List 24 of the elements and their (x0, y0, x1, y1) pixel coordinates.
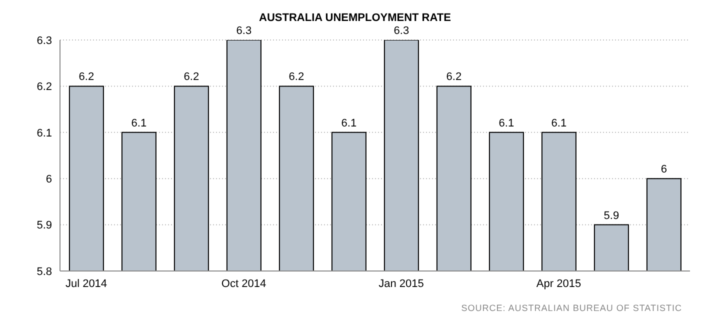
data-label: 6.2 (446, 71, 462, 84)
data-label: 6.2 (78, 71, 94, 84)
y-tick-label: 5.9 (36, 220, 52, 232)
y-tick-label: 6.3 (36, 34, 52, 47)
x-tick-label: Oct 2014 (221, 278, 266, 290)
chart-title: AUSTRALIA UNEMPLOYMENT RATE (258, 12, 452, 24)
x-tick-label: Jan 2015 (378, 278, 424, 290)
data-label: 6.1 (498, 117, 514, 130)
x-tick-label: Jul 2014 (65, 278, 108, 290)
y-tick-label: 6 (46, 174, 52, 186)
data-label: 6.3 (394, 25, 410, 37)
y-tick-label: 5.8 (36, 266, 52, 278)
data-label: 6.2 (184, 71, 200, 84)
data-label: 6.1 (341, 117, 357, 130)
data-label: 6.3 (236, 25, 252, 37)
data-label: 6.1 (551, 117, 567, 130)
x-tick-label: Apr 2015 (536, 278, 582, 290)
y-tick-label: 6.2 (36, 81, 52, 94)
data-label: 5.9 (604, 210, 620, 222)
data-label: 6 (660, 164, 668, 176)
y-tick-label: 6.1 (36, 127, 52, 140)
source-note: SOURCE: AUSTRALIAN BUREAU OF STATISTIC (461, 303, 682, 313)
data-label: 6.1 (131, 117, 147, 130)
data-label: 6.2 (288, 71, 304, 84)
